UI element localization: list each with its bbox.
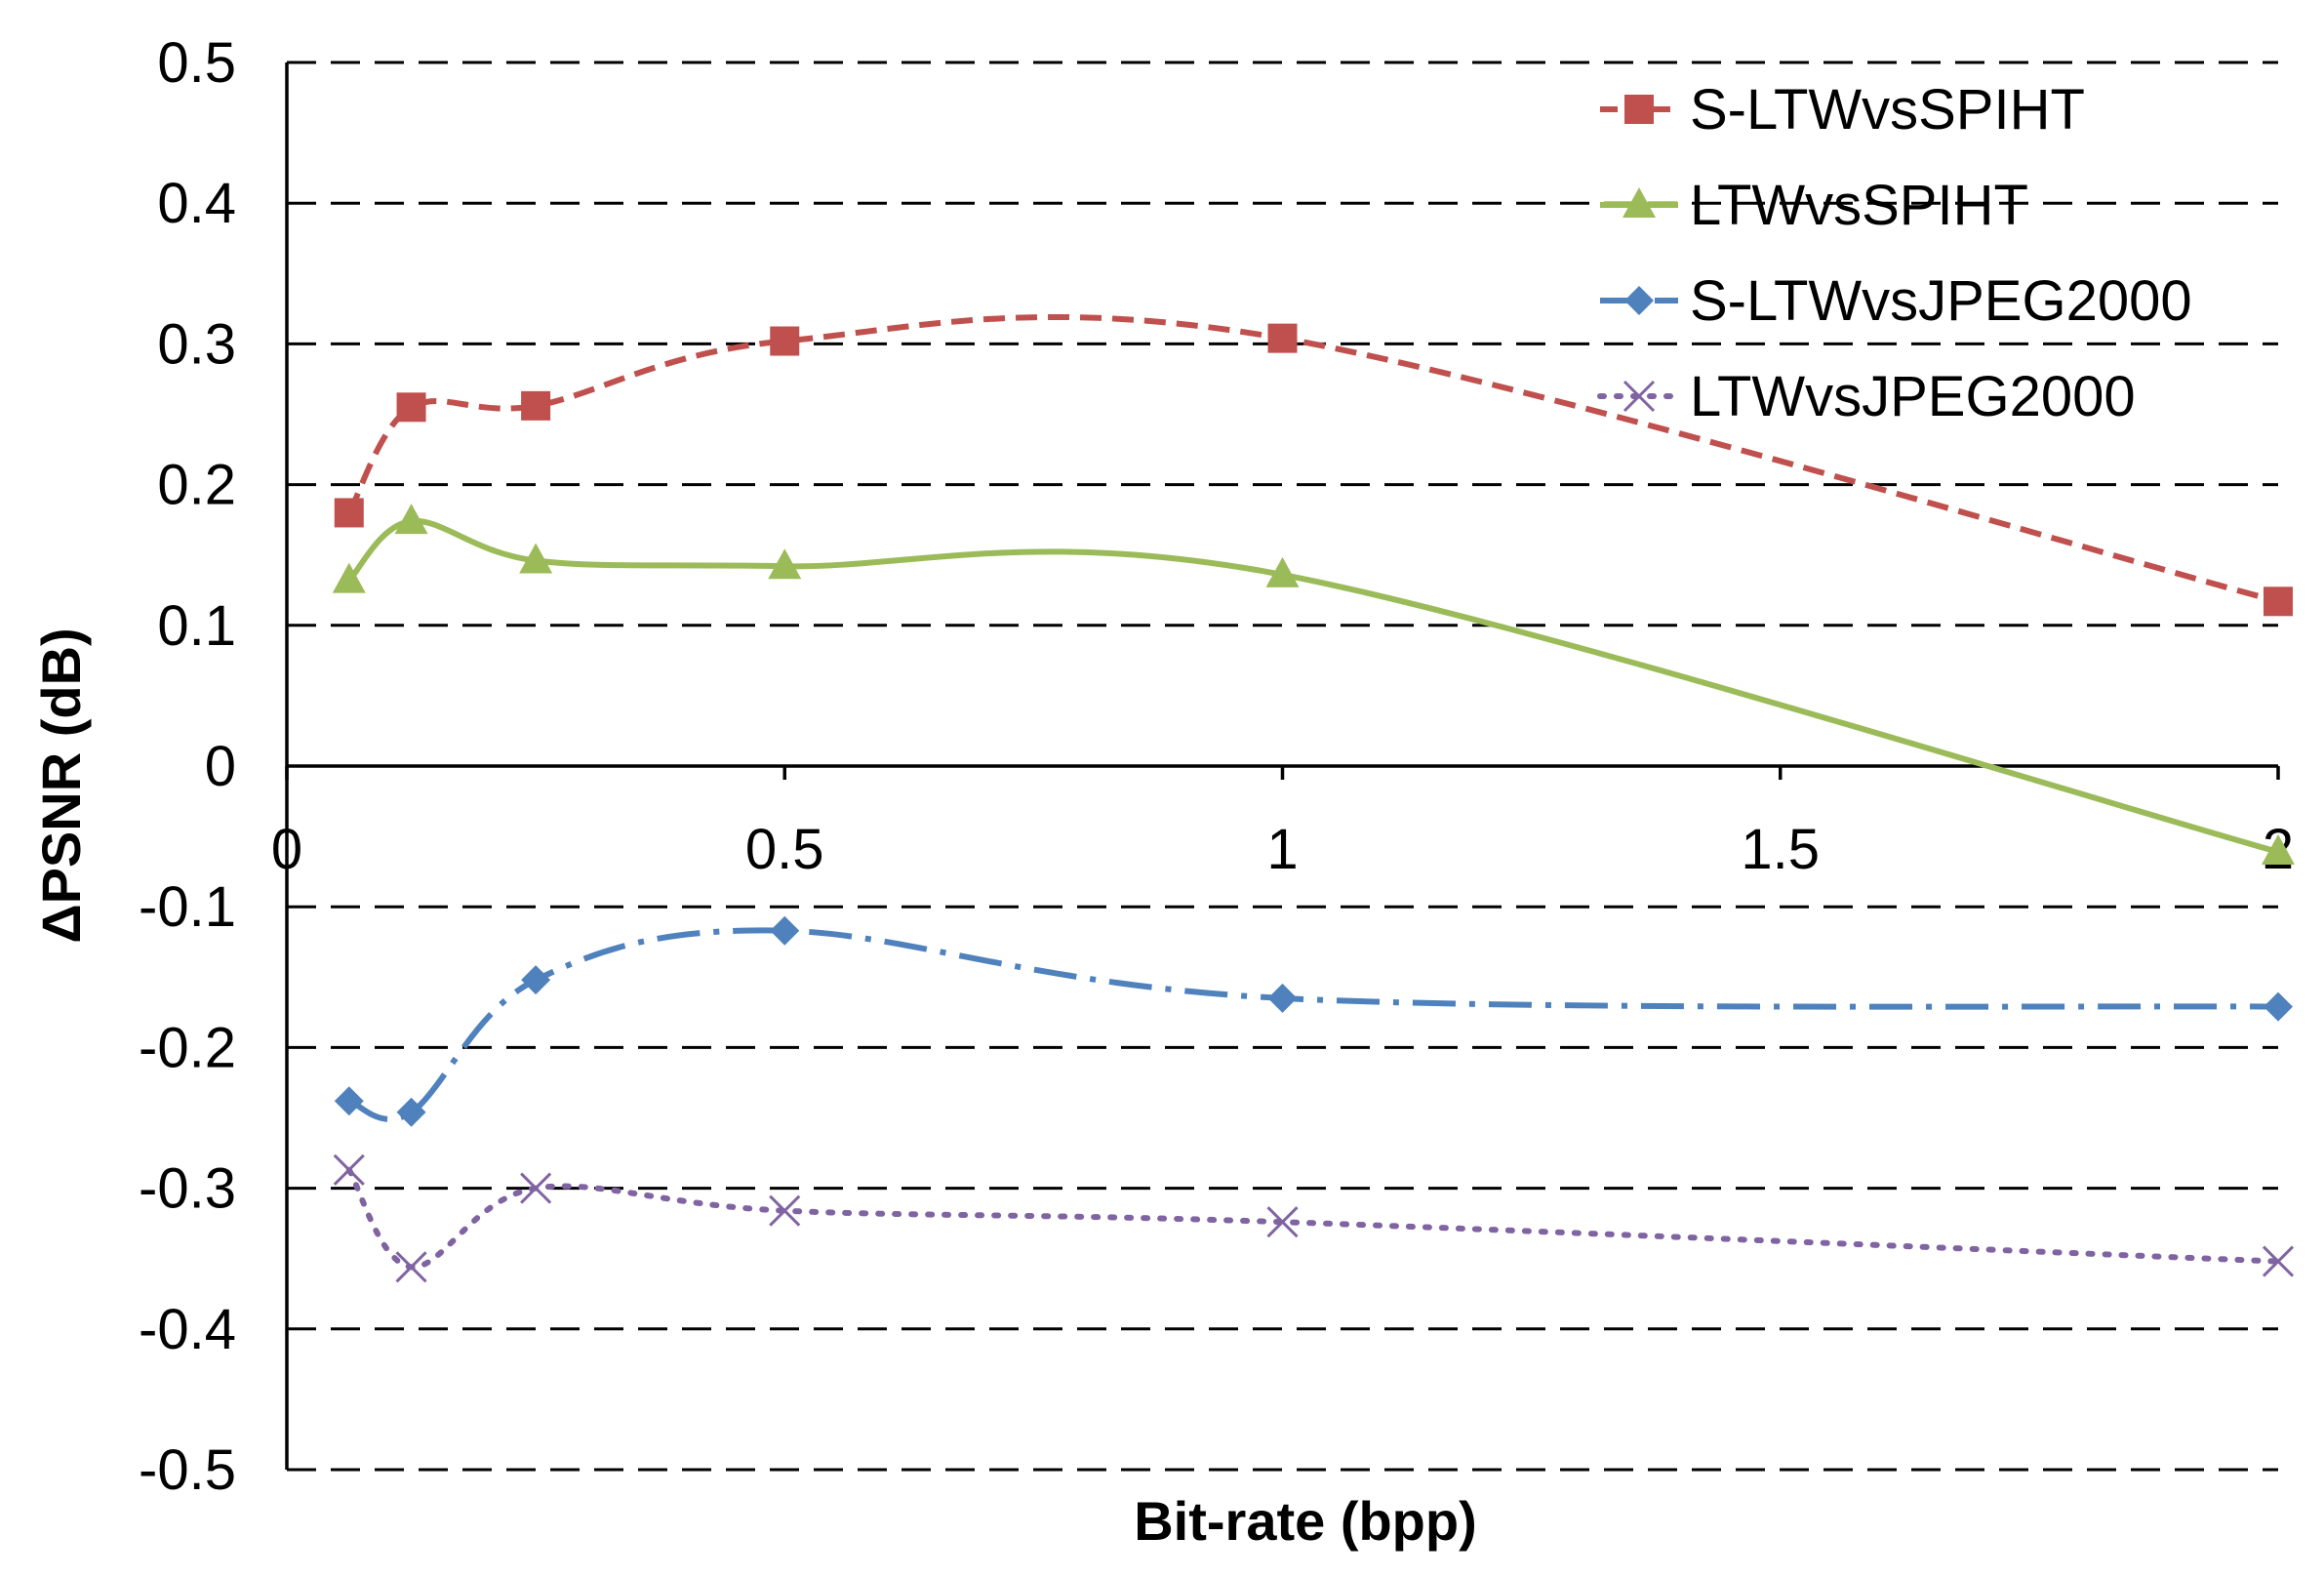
series-line: [346, 313, 2279, 605]
legend-label: LTWvsJPEG2000: [1690, 365, 2136, 428]
legend-marker: [1624, 95, 1654, 124]
data-point: [396, 392, 426, 423]
series-line: [345, 1166, 2281, 1271]
data-point: [395, 1251, 427, 1283]
data-point: [332, 562, 366, 593]
series-ltwvsspiht: [332, 504, 2295, 865]
data-point: [519, 543, 553, 574]
data-point: [521, 965, 551, 995]
data-point: [2262, 1245, 2295, 1277]
y-tick-label: -0.3: [139, 1157, 236, 1221]
data-point: [1265, 556, 1300, 587]
x-tick-label: 0: [271, 818, 302, 881]
axes: 0.5 0.4 0.3 0.2 0.1 0 -0.1 -0.2 -0.3 -0.4 -0.5 0 0.5…: [139, 31, 2294, 1502]
marker-stroke: [1266, 1206, 1299, 1238]
legend-item: LTWvsJPEG2000: [1597, 365, 2136, 428]
x-tick-label: 0.5: [745, 818, 824, 881]
data-point: [333, 1153, 365, 1186]
marker-stroke: [333, 1153, 365, 1186]
data-point: [520, 1172, 552, 1204]
data-point: [768, 548, 802, 580]
data-point: [1267, 323, 1298, 353]
marker-stroke: [395, 1251, 427, 1283]
data-point: [394, 504, 428, 535]
series-group: [332, 313, 2295, 1283]
data-point: [1267, 983, 1298, 1013]
y-tick-label: -0.1: [139, 875, 236, 939]
data-point: [334, 498, 364, 528]
legend: S-LTWvsSPIHT LTWvsSPIHT S-LTWvsJPEG2000 LTW…: [1597, 78, 2192, 428]
marker-stroke: [1623, 380, 1656, 413]
data-point: [334, 1086, 364, 1116]
legend-item: LTWvsSPIHT: [1600, 174, 2028, 237]
marker-stroke: [2262, 1245, 2295, 1277]
y-tick-label: -0.5: [139, 1438, 236, 1502]
legend-marker: [1623, 380, 1656, 413]
marker-stroke: [769, 1194, 801, 1227]
series-ltwvsjpeg2000: [333, 1153, 2295, 1283]
data-point: [770, 326, 800, 356]
y-tick-label: 0.4: [157, 172, 236, 235]
legend-label: S-LTWvsSPIHT: [1690, 78, 2085, 142]
data-point: [770, 915, 800, 946]
y-tick-label: 0.1: [157, 594, 236, 658]
x-tick-label: 1: [1266, 818, 1298, 881]
y-tick-label: 0: [205, 735, 236, 798]
data-point: [769, 1194, 801, 1227]
legend-label: LTWvsSPIHT: [1690, 174, 2028, 237]
legend-item: S-LTWvsSPIHT: [1600, 78, 2085, 142]
legend-item: S-LTWvsJPEG2000: [1600, 269, 2192, 333]
x-axis-title: Bit-rate (bpp): [1134, 1490, 1477, 1552]
x-tick-label: 1.5: [1741, 818, 1820, 881]
series-line: [347, 927, 2279, 1122]
data-point: [521, 390, 551, 421]
series-line: [346, 517, 2279, 855]
series-s-ltwvsjpeg2000: [334, 915, 2293, 1127]
legend-marker: [1624, 286, 1654, 315]
data-point: [2262, 833, 2295, 865]
y-tick-label: -0.2: [139, 1016, 236, 1079]
data-point: [2264, 586, 2293, 617]
y-tick-label: -0.4: [139, 1298, 236, 1361]
data-point: [2264, 991, 2293, 1022]
y-tick-label: 0.3: [157, 312, 236, 376]
marker-stroke: [520, 1172, 552, 1204]
y-tick-label: 0.5: [157, 31, 236, 95]
legend-label: S-LTWvsJPEG2000: [1690, 269, 2192, 333]
series-s-ltwvsspiht: [334, 313, 2293, 617]
data-point: [1266, 1206, 1299, 1238]
y-axis-title: ΔPSNR (dB): [30, 627, 92, 943]
data-point: [396, 1097, 426, 1127]
y-tick-label: 0.2: [157, 454, 236, 517]
legend-marker: [1623, 187, 1656, 218]
